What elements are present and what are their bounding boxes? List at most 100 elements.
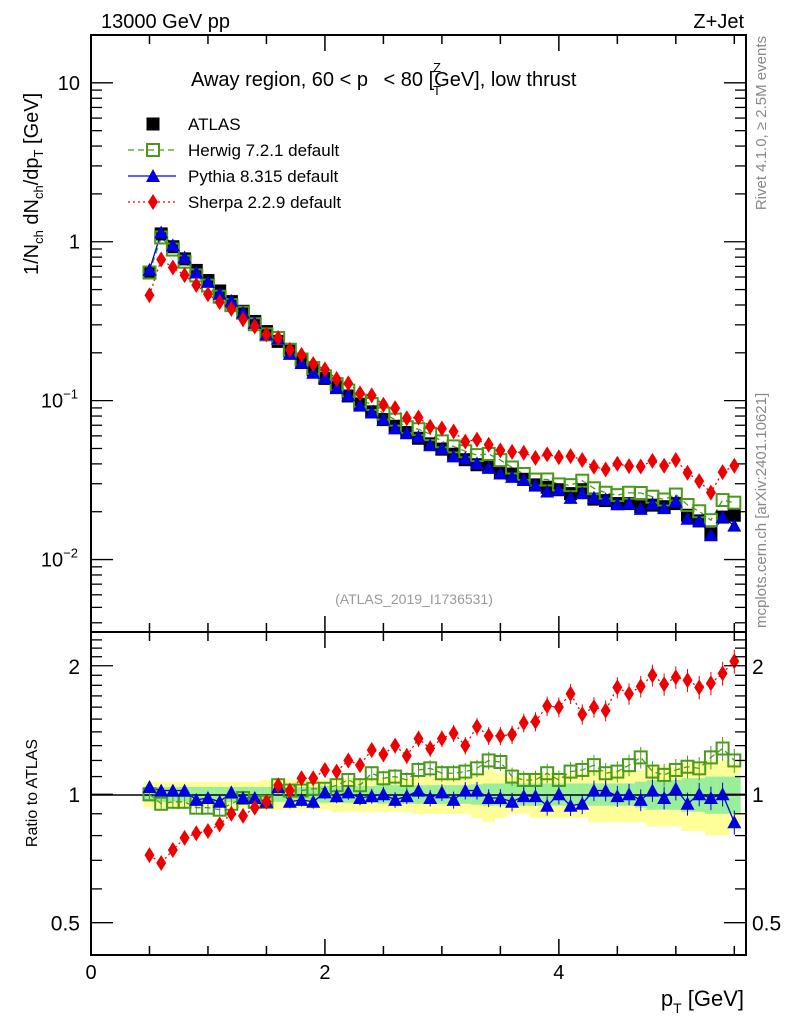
data-point-square [727, 495, 742, 510]
ratio-point-triangle [645, 783, 660, 797]
data-point-diamond [238, 311, 249, 328]
ratio-point-triangle [247, 790, 262, 804]
ratio-point-triangle [575, 796, 590, 810]
data-point-diamond [659, 457, 670, 474]
data-point-triangle [200, 274, 215, 288]
ratio-point-diamond [530, 713, 541, 730]
ratio-point-square [715, 741, 730, 756]
main-axis-ticks [90, 34, 746, 632]
ratio-point-triangle [586, 783, 601, 797]
data-point-diamond [191, 276, 202, 293]
data-point-triangle [586, 490, 601, 504]
data-point-diamond [670, 452, 681, 469]
data-point-diamond [167, 259, 178, 276]
header-left: 13000 GeV pp [101, 11, 230, 33]
data-point-triangle [411, 429, 426, 443]
data-point-diamond [355, 385, 366, 402]
y-tick-label-ratio-left: 1 [68, 784, 80, 807]
data-point-triangle [376, 412, 391, 426]
ratio-point-triangle [727, 815, 742, 829]
ratio-point-diamond [249, 799, 260, 816]
ratio-point-diamond [226, 805, 237, 822]
x-tick-label: 0 [85, 962, 96, 984]
ratio-point-diamond [343, 752, 354, 769]
ratio-point-diamond [448, 725, 459, 742]
ratio-panel: 2 2 1 1 0.5 0.5 0 2 4 Ratio to ATLAS pT [GeV] [24, 631, 781, 1016]
ratio-point-triangle [200, 790, 215, 804]
ratio-point-square [692, 761, 707, 776]
y-tick-label-main: 10−1 [41, 387, 78, 413]
ratio-point-diamond [366, 741, 377, 758]
ratio-point-diamond [694, 679, 705, 696]
data-point-diamond [284, 341, 295, 358]
ratio-point-triangle [189, 792, 204, 806]
data-point-triangle [189, 265, 204, 279]
ratio-point-diamond [705, 675, 716, 692]
data-point-diamond [179, 267, 190, 284]
data-point-triangle [224, 293, 239, 307]
ratio-point-diamond [179, 829, 190, 846]
ratio-point-triangle [668, 781, 683, 795]
data-point-triangle [633, 501, 648, 515]
data-point-triangle [353, 398, 368, 412]
ratio-point-diamond [355, 757, 366, 774]
data-point-triangle [516, 472, 531, 486]
y-tick-label-main: 10−2 [41, 546, 78, 572]
ratio-point-triangle [353, 790, 368, 804]
data-point-triangle [434, 441, 449, 455]
ratio-point-triangle [598, 783, 613, 797]
ratio-point-triangle [657, 790, 672, 804]
data-point-diamond [366, 387, 377, 404]
data-point-diamond [202, 286, 213, 303]
ratio-point-triangle [306, 794, 321, 808]
data-point-diamond [226, 300, 237, 317]
data-point-triangle [329, 381, 344, 395]
ratio-point-diamond [471, 718, 482, 735]
ratio-point-square [586, 758, 601, 773]
y-tick-label-ratio-left: 0.5 [51, 913, 80, 936]
ratio-point-diamond [600, 702, 611, 719]
y-axis-label-main: 1/Nch dNch/dpT [GeV] [21, 93, 46, 275]
data-point-diamond [319, 361, 330, 378]
data-point-diamond [273, 330, 284, 347]
ratio-point-diamond [670, 669, 681, 686]
legend-label: Sherpa 2.2.9 default [188, 193, 341, 212]
data-point-diamond [717, 464, 728, 481]
ratio-point-triangle [236, 790, 251, 804]
data-point-diamond [530, 449, 541, 466]
data-point-diamond [682, 464, 693, 481]
ratio-point-square [551, 772, 566, 787]
ratio-point-diamond [729, 653, 740, 670]
ratio-point-diamond [191, 825, 202, 842]
data-point-triangle [364, 405, 379, 419]
data-point-diamond [144, 287, 155, 304]
data-point-triangle [341, 388, 356, 402]
ratio-point-triangle [364, 789, 379, 803]
ratio-point-triangle [294, 792, 309, 806]
data-point-diamond [647, 452, 658, 469]
legend-label: Pythia 8.315 default [188, 167, 339, 186]
ratio-point-triangle [469, 783, 484, 797]
ratio-point-triangle [154, 783, 169, 797]
side-label-mcplots: mcplots.cern.ch [arXiv:2401.10621] [753, 393, 770, 628]
ratio-point-triangle [317, 785, 332, 799]
data-point-triangle [212, 286, 227, 300]
data-point-triangle [668, 494, 683, 508]
data-point-atlas [727, 508, 741, 522]
reference-label: (ATLAS_2019_I1736531) [335, 591, 493, 607]
ratio-frame [90, 631, 747, 956]
data-point-diamond [261, 326, 272, 343]
ratio-point-triangle [388, 792, 403, 806]
y-tick-label-main: 10 [58, 73, 80, 95]
ratio-point-diamond [308, 770, 319, 787]
data-point-diamond [600, 461, 611, 478]
data-point-diamond [507, 443, 518, 460]
data-point-diamond [214, 294, 225, 311]
main-y-tick-labels: 10 1 10−1 10−2 [41, 73, 80, 572]
ratio-point-square [399, 772, 414, 787]
ratio-point-diamond [378, 746, 389, 763]
data-point-diamond [413, 409, 424, 426]
ratio-point-diamond [284, 782, 295, 799]
ratio-point-square [622, 758, 637, 773]
